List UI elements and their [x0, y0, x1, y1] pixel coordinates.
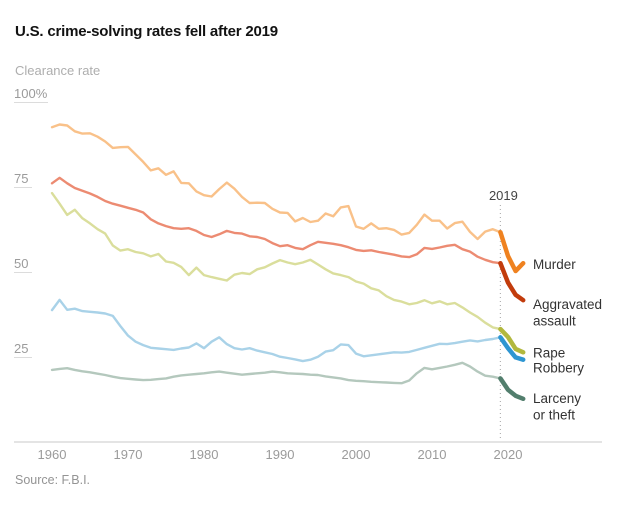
source-credit: Source: F.B.I.: [15, 473, 91, 487]
x-tick-label: 2000: [342, 447, 371, 462]
x-tick-label: 2020: [494, 447, 523, 462]
series-line-robbery-pre2019: [50, 298, 502, 363]
series-label-larceny-or-theft: Larceny: [533, 391, 581, 406]
y-tick-label: 25: [14, 341, 28, 356]
series-label-rape: Rape: [533, 345, 565, 360]
annotation-2019-label: 2019: [489, 188, 518, 203]
series-label-robbery: Robbery: [533, 361, 584, 376]
x-tick-label: 1980: [190, 447, 219, 462]
series-label-murder: Murder: [533, 257, 576, 272]
y-axis-unit-label: Clearance rate: [15, 63, 101, 78]
page-title: U.S. crime-solving rates fell after 2019: [15, 23, 278, 40]
series-label-aggravated-assault: Aggravated: [533, 297, 602, 312]
series-line-rape-pre2019: [50, 191, 502, 331]
x-tick-label: 1990: [266, 447, 295, 462]
series-line-larceny-or-theft-pre2019: [50, 361, 502, 385]
series-line-murder-pre2019: [50, 123, 502, 241]
series-line-rape-post2019: [498, 326, 526, 355]
series-line-robbery-post2019: [498, 335, 526, 362]
series-label-aggravated-assault: assault: [533, 314, 576, 329]
y-tick-label: 100%: [14, 86, 48, 101]
series-line-aggravated-assault-post2019: [498, 260, 526, 303]
series-label-larceny-or-theft: or theft: [533, 407, 575, 422]
y-tick-label: 75: [14, 171, 28, 186]
x-tick-label: 2010: [418, 447, 447, 462]
series-line-murder-post2019: [498, 229, 526, 274]
x-tick-label: 1970: [114, 447, 143, 462]
y-tick-label: 50: [14, 256, 28, 271]
series-line-aggravated-assault-pre2019: [50, 176, 502, 265]
x-tick-label: 1960: [38, 447, 67, 462]
series-line-larceny-or-theft-post2019: [498, 376, 526, 402]
